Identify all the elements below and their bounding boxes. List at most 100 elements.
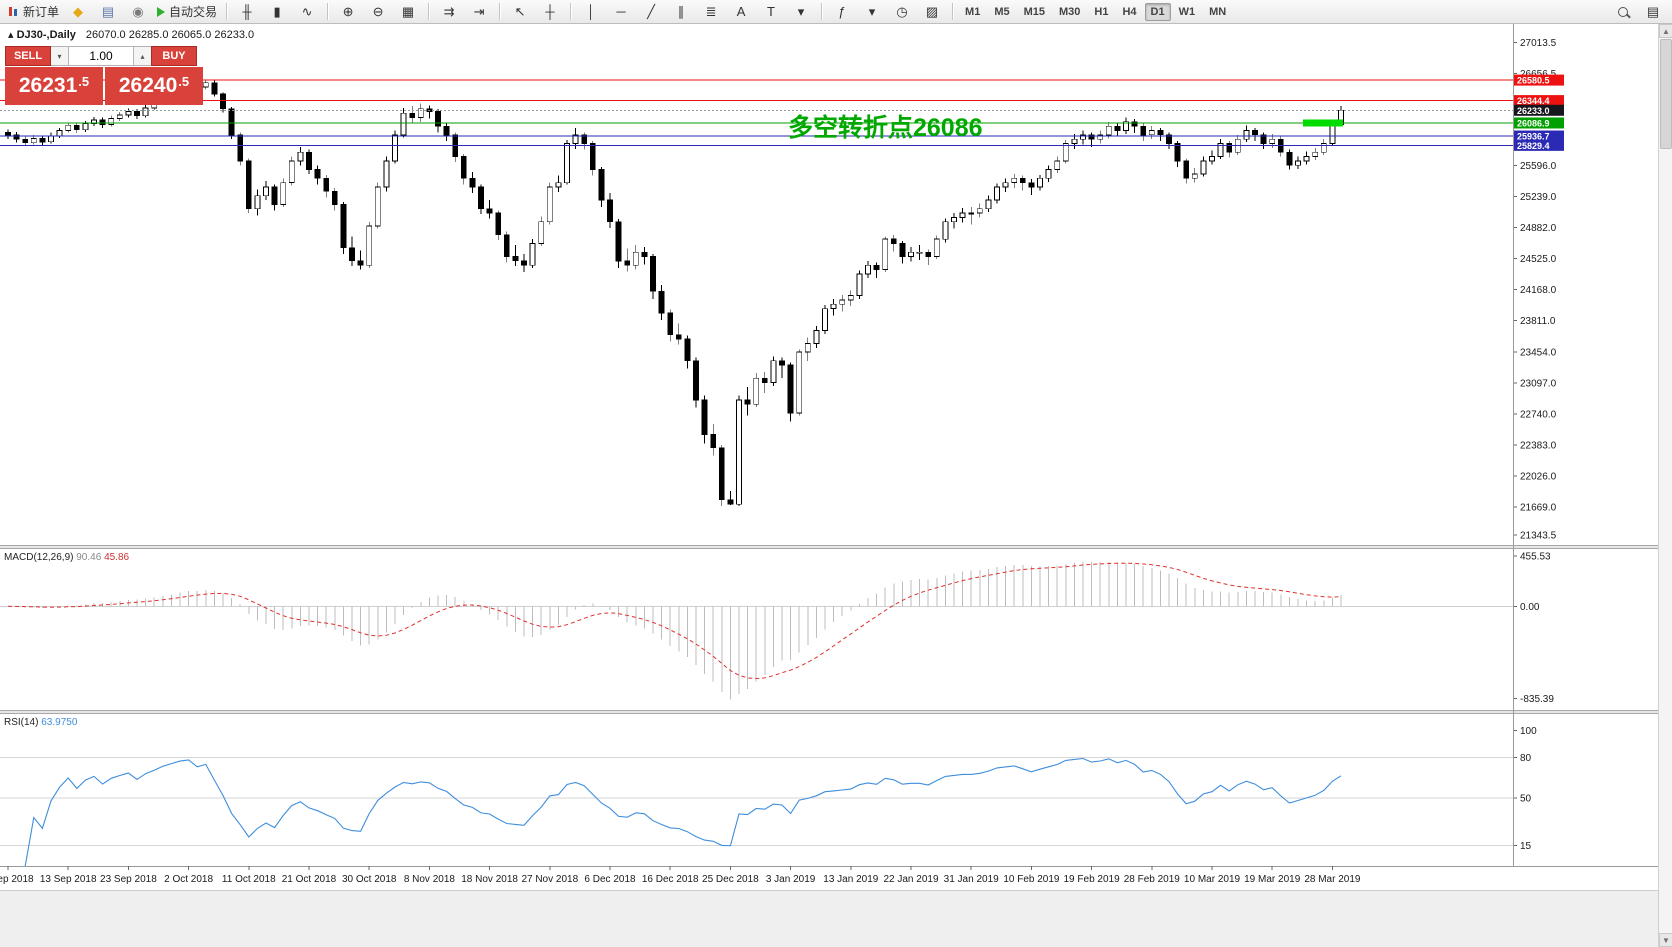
- cursor-icon: ↖: [514, 4, 526, 19]
- price-label-26580.5: 26580.5: [1514, 74, 1564, 86]
- timeframe-mn[interactable]: MN: [1209, 5, 1227, 18]
- buy-button[interactable]: BUY: [151, 46, 197, 66]
- scroll-up-icon[interactable]: ▲: [1659, 24, 1672, 38]
- svg-text:26580.5: 26580.5: [1517, 76, 1550, 86]
- date-label: 10 Feb 2019: [1003, 874, 1060, 885]
- panels-icon: ▤: [1646, 4, 1660, 19]
- timeframe-w1[interactable]: W1: [1178, 5, 1196, 18]
- volume-decrease-button[interactable]: ▾: [51, 46, 68, 66]
- macd-pane[interactable]: 455.53 0.00 -835.39 MACD(12,26,9) 90.46 45.…: [0, 552, 1554, 705]
- price-tick: 22026.0: [1520, 471, 1557, 482]
- sell-price-frac: .5: [78, 73, 90, 89]
- pane-separator[interactable]: [0, 545, 1658, 549]
- volume-increase-button[interactable]: ▴: [134, 46, 151, 66]
- autotrading-button[interactable]: 自动交易: [153, 1, 221, 23]
- macd-histogram: [16, 561, 1342, 700]
- chart-shift-icon: ⇥: [473, 4, 485, 19]
- main-pane[interactable]: [5, 79, 1344, 506]
- autotrading-button-label: 自动交易: [169, 5, 218, 19]
- search-button[interactable]: [1608, 1, 1638, 23]
- objects-dropdown-button[interactable]: ▾: [786, 1, 816, 23]
- cursor-button[interactable]: ↖: [505, 1, 535, 23]
- rsi-axis-tick: 100: [1520, 726, 1537, 737]
- date-label: 13 Jan 2019: [823, 874, 878, 885]
- bar-chart-icon: ╫: [242, 4, 252, 19]
- timeframe-m5[interactable]: M5: [994, 5, 1010, 18]
- text-label-button[interactable]: T: [756, 1, 786, 23]
- volume-input[interactable]: [68, 46, 134, 66]
- timeframe-m1[interactable]: M1: [965, 5, 981, 18]
- date-label: 10 Mar 2019: [1184, 874, 1241, 885]
- sell-price-box[interactable]: 26231.5: [5, 67, 103, 105]
- timeframe-m30[interactable]: M30: [1059, 5, 1081, 18]
- fibonacci-icon: ≣: [705, 4, 717, 19]
- trendline-icon: ╱: [647, 4, 655, 19]
- price-tick: 22740.0: [1520, 409, 1557, 420]
- line-chart-button[interactable]: ∿: [292, 1, 322, 23]
- svg-text:25829.4: 25829.4: [1517, 141, 1550, 151]
- pane-separator[interactable]: [0, 710, 1658, 714]
- auto-scroll-button[interactable]: ⇉: [434, 1, 464, 23]
- fibonacci-button[interactable]: ≣: [696, 1, 726, 23]
- toolbar-separator: [327, 3, 329, 20]
- chevron-down-icon: ▾: [868, 4, 876, 19]
- price-label-25936.7: 25936.7: [1514, 130, 1564, 142]
- price-tick: 27013.5: [1520, 38, 1557, 49]
- price-tick: 24525.0: [1520, 254, 1557, 265]
- bull-candles: [30, 82, 1344, 505]
- bear-candles: [5, 82, 1293, 505]
- date-label: 3 Sep 2018: [0, 874, 34, 885]
- vertical-line-button[interactable]: │: [576, 1, 606, 23]
- chart-region: 27013.5 26656.5 25596.0 25239.0 24882.0 24525…: [0, 24, 1658, 947]
- new-order-button[interactable]: 新订单: [4, 1, 63, 23]
- rsi-axis-tick: 50: [1520, 794, 1532, 805]
- toolbar-items: 新订单 ◆ ▤ ◉ 自动交易 ╫ ▮ ∿ ⊕ ⊖ ▦ ⇉ ⇥ ↖ ┼ │ ─ ╱ ∥ ≣ A T ▾ ƒ ▾ ◷ ▨ M1 M5 M15 M…: [4, 1, 1233, 23]
- profiles-button[interactable]: ▤: [93, 1, 123, 23]
- price-tick: 24168.0: [1520, 285, 1557, 296]
- timeframe-d1[interactable]: D1: [1144, 2, 1171, 21]
- macd-axis-tick: 455.53: [1520, 552, 1551, 563]
- date-label: 30 Oct 2018: [342, 874, 397, 885]
- zoom-in-button[interactable]: ⊕: [333, 1, 363, 23]
- metaeditor-button[interactable]: ◆: [63, 1, 93, 23]
- annotation-text[interactable]: 多空转折点26086: [788, 113, 983, 142]
- timeframe-m15[interactable]: M15: [1023, 5, 1045, 18]
- chart-shift-button[interactable]: ⇥: [464, 1, 494, 23]
- horizontal-line-button[interactable]: ─: [606, 1, 636, 23]
- sell-button[interactable]: SELL: [5, 46, 51, 66]
- price-tick: 21669.0: [1520, 502, 1557, 513]
- vertical-scrollbar[interactable]: ▲ ▼: [1658, 24, 1672, 947]
- candlestick-chart-button[interactable]: ▮: [262, 1, 292, 23]
- one-click-trade-panel: SELL ▾ ▴ BUY 26231.5 26240.5: [5, 46, 203, 105]
- candlestick-chart-icon: ▮: [273, 4, 281, 19]
- rsi-line: [24, 757, 1342, 867]
- panels-button[interactable]: ▤: [1638, 1, 1668, 23]
- bar-chart-button[interactable]: ╫: [232, 1, 262, 23]
- templates-button[interactable]: ▨: [917, 1, 947, 23]
- indicators-dropdown-button[interactable]: ▾: [857, 1, 887, 23]
- crosshair-button[interactable]: ┼: [535, 1, 565, 23]
- timeframe-h1[interactable]: H1: [1094, 5, 1109, 18]
- price-label-26086.9: 26086.9: [1514, 117, 1564, 129]
- window-bottom-strip: [0, 890, 1658, 947]
- channel-icon: ∥: [677, 4, 685, 19]
- indicators-icon: ƒ: [838, 4, 846, 19]
- text-button[interactable]: A: [726, 1, 756, 23]
- indicators-button[interactable]: ƒ: [827, 1, 857, 23]
- scroll-down-icon[interactable]: ▼: [1659, 933, 1672, 947]
- trendline-button[interactable]: ╱: [636, 1, 666, 23]
- date-label: 2 Oct 2018: [164, 874, 213, 885]
- scrollbar-thumb[interactable]: [1660, 39, 1672, 149]
- rsi-pane[interactable]: 100 80 50 15 RSI(14) 63.9750: [0, 717, 1537, 867]
- data-window-button[interactable]: ◉: [123, 1, 153, 23]
- timeframe-h4[interactable]: H4: [1122, 5, 1137, 18]
- tile-windows-button[interactable]: ▦: [393, 1, 423, 23]
- periods-button[interactable]: ◷: [887, 1, 917, 23]
- chart-canvas[interactable]: 27013.5 26656.5 25596.0 25239.0 24882.0 24525…: [0, 24, 1658, 890]
- channel-button[interactable]: ∥: [666, 1, 696, 23]
- date-label: 19 Feb 2019: [1064, 874, 1121, 885]
- buy-price-box[interactable]: 26240.5: [105, 67, 203, 105]
- zoom-out-button[interactable]: ⊖: [363, 1, 393, 23]
- trade-panel-prices: 26231.5 26240.5: [5, 67, 203, 105]
- trend-marker[interactable]: [1303, 119, 1343, 127]
